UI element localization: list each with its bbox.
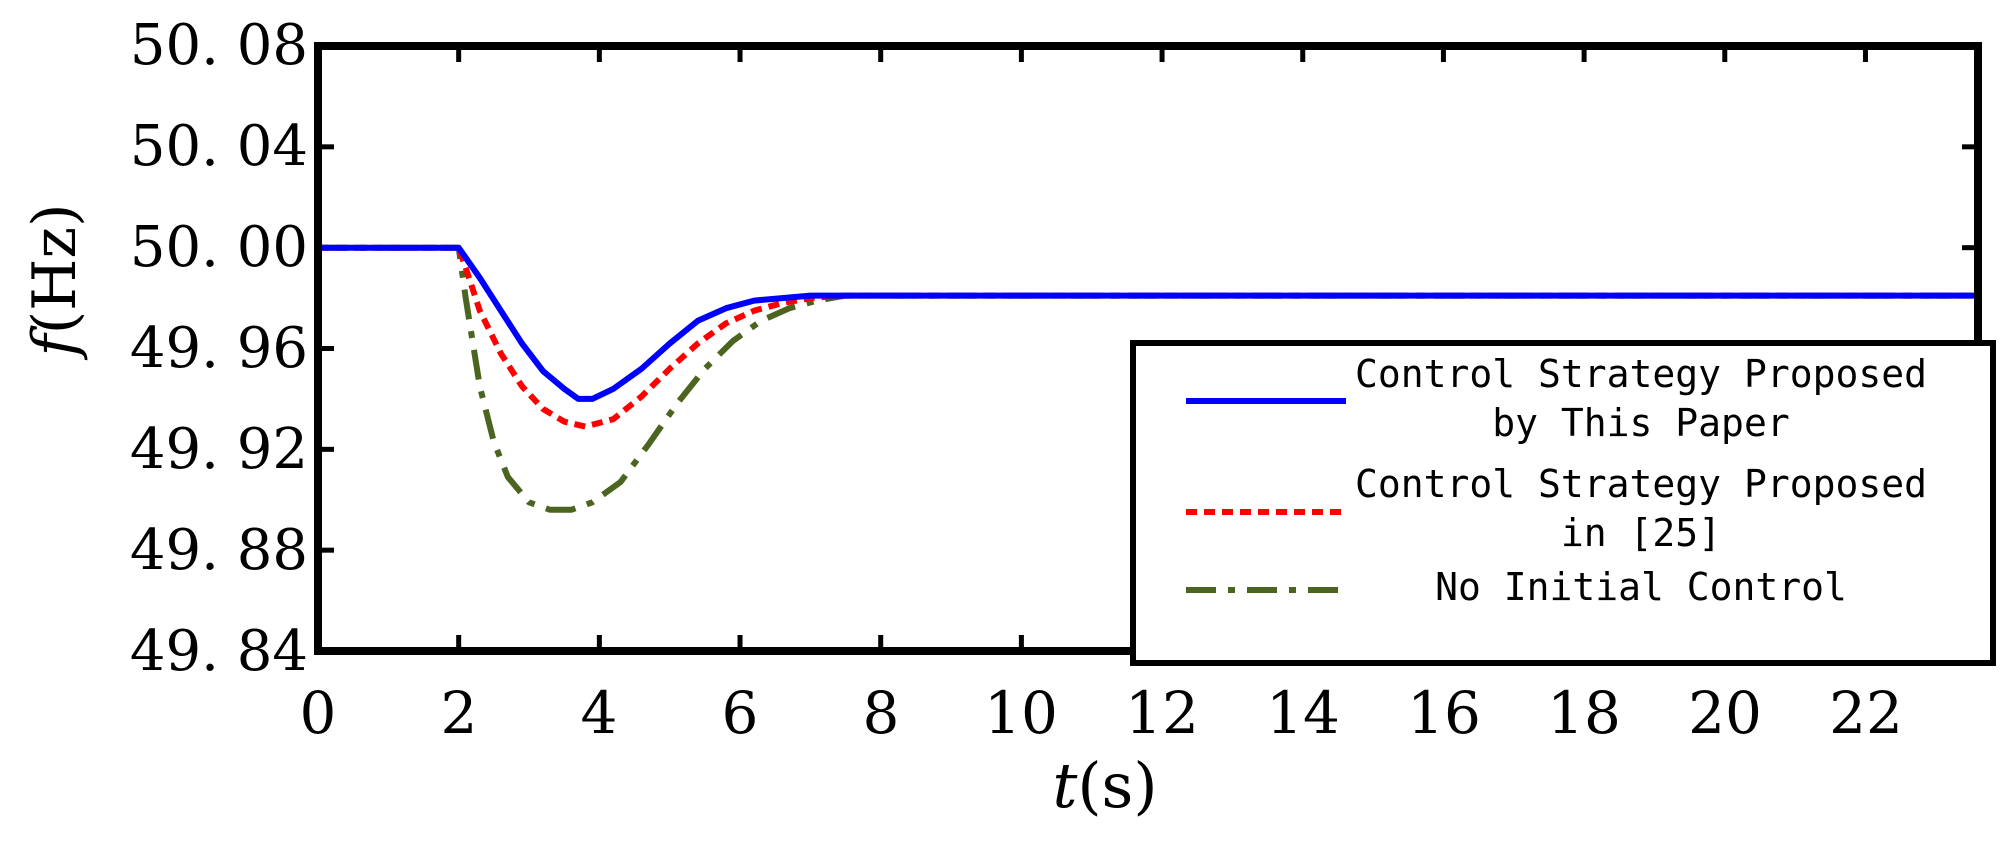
x-tick-label: 0 (300, 679, 337, 747)
x-tick-label: 2 (441, 679, 478, 747)
legend: Control Strategy Proposed by This Paper … (1130, 340, 1996, 666)
y-tick-label: 49. 92 (130, 417, 308, 482)
legend-label-series-2: Control Strategy Proposed (1355, 462, 1927, 506)
x-tick-label: 6 (722, 679, 759, 747)
x-tick-label: 12 (1125, 679, 1199, 747)
legend-label-series-1: Control Strategy Proposed (1355, 352, 1927, 396)
x-tick-label: 14 (1266, 679, 1340, 747)
y-axis-title: f(Hz) (20, 204, 90, 361)
y-tick-label: 49. 96 (130, 316, 308, 381)
x-tick-label: 22 (1829, 679, 1903, 747)
series-layer (318, 244, 1978, 513)
x-axis-variable: t (1052, 749, 1077, 822)
x-tick-labels: 0 2 4 6 8 10 12 14 16 18 20 22 (300, 679, 1903, 747)
x-tick-label: 10 (984, 679, 1058, 747)
y-tick-label: 49. 88 (130, 518, 308, 583)
series-line-1 (318, 244, 1978, 402)
legend-label-series-3: No Initial Control (1435, 565, 1847, 609)
legend-label-series-2: in [25] (1561, 511, 1721, 555)
x-tick-label: 20 (1688, 679, 1762, 747)
x-tick-label: 16 (1407, 679, 1481, 747)
x-axis-title: t(s) (1052, 749, 1157, 822)
x-axis-unit: (s) (1077, 749, 1157, 822)
x-tick-label: 18 (1547, 679, 1621, 747)
y-tick-label: 50. 08 (130, 13, 308, 78)
x-tick-label: 4 (581, 679, 618, 747)
y-tick-label: 50. 00 (130, 215, 308, 280)
legend-label-series-1: by This Paper (1492, 401, 1789, 445)
x-tick-label: 8 (863, 679, 900, 747)
y-tick-label: 50. 04 (130, 114, 308, 179)
legend-box (1130, 340, 1996, 666)
y-axis-unit: (Hz) (20, 204, 90, 335)
series-line-2 (318, 244, 1978, 430)
y-tick-labels: 49. 84 49. 88 49. 92 49. 96 50. 00 50. 0… (130, 13, 308, 684)
y-tick-label: 49. 84 (130, 619, 308, 684)
